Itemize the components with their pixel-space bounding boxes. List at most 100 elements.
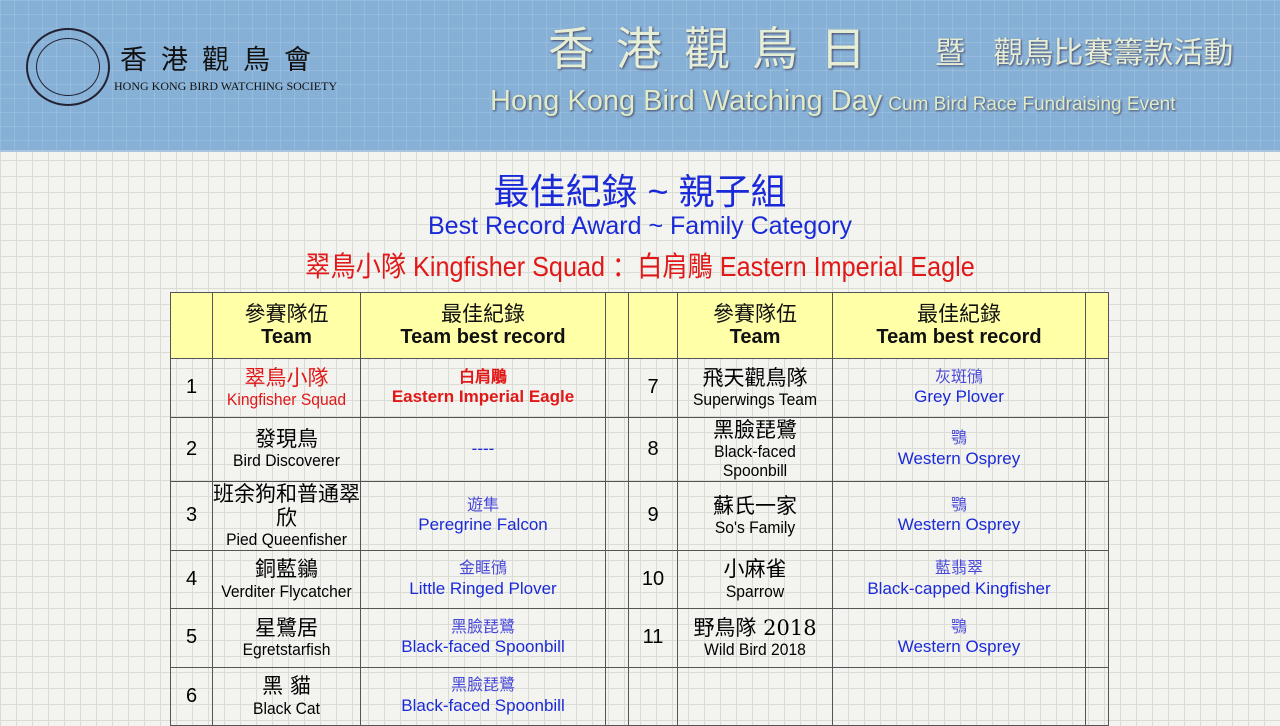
society-name-zh: 香港觀鳥會 [120,45,325,76]
winner-line: 翠鳥小隊 Kingfisher Squad ：白肩鵰 Eastern Imper… [305,251,975,282]
header-cell: 最佳紀錄 Team best record [832,292,1086,359]
award-title-zh: 最佳紀錄 ~ 親子組 [493,171,787,212]
header-team-en: Team [261,326,312,349]
record-en: Eastern Imperial Eagle [391,387,575,407]
record-zh: 黑臉琵鷺 [450,618,515,636]
record-en: Western Osprey [897,448,1021,468]
empty-cell [1085,358,1109,418]
header-banner: 香港觀鳥會 HONG KONG BIRD WATCHING SOCIETY 香港… [0,0,1280,152]
record-cell: 白肩鵰 Eastern Imperial Eagle [360,358,606,418]
record-en: Black-capped Kingfisher [867,578,1051,598]
header-cell: 參賽隊伍 Team [212,292,361,359]
empty-cell [1085,292,1109,359]
team-name-zh: 黑 貓 [262,674,311,699]
empty-cell [677,666,833,726]
empty-cell [605,666,629,726]
record-cell: 鶚 Western Osprey [832,608,1086,668]
empty-cell [605,292,629,359]
team-cell: 銅藍鶲 Verditer Flycatcher [212,549,361,610]
record-cell: 藍翡翠 Black-capped Kingfisher [832,549,1086,610]
event-title-zh: 香港觀鳥日 [548,23,888,75]
results-table: 參賽隊伍 Team 最佳紀錄 Team best record 參賽隊伍 Team 最佳紀錄… [170,292,1109,726]
team-name-zh: 翠鳥小隊 [244,365,329,390]
team-cell: 班余狗和普通翠欣 Pied Queenfisher [212,480,361,551]
team-number: 4 [170,549,213,610]
header-team-zh: 參賽隊伍 [244,301,329,326]
header-cell: 參賽隊伍 Team [677,292,833,359]
header-cell: 最佳紀錄 Team best record [360,292,606,359]
award-title-en: Best Record Award ~ Family Category [427,212,853,240]
team-name-en: Kingfisher Squad [226,390,347,410]
team-name-zh: 班余狗和普通翠欣 [213,481,360,530]
team-cell: 野鳥隊 2018 Wild Bird 2018 [677,608,833,668]
team-cell: 發現鳥 Bird Discoverer [212,416,361,482]
record-en: Grey Plover [914,387,1004,407]
team-name-zh: 銅藍鶲 [255,557,318,582]
header-row: 參賽隊伍 Team 最佳紀錄 Team best record 參賽隊伍 Team 最佳紀錄… [170,292,1109,359]
record-cell: 黑臉琵鷺 Black-faced Spoonbill [360,608,606,668]
record-en: Western Osprey [897,515,1021,535]
team-name-en: So's Family [714,517,796,537]
record-en: Western Osprey [897,637,1021,657]
empty-cell [628,292,678,359]
team-number: 7 [628,358,678,418]
team-cell: 黑 貓 Black Cat [212,666,361,726]
empty-cell [1085,608,1109,668]
team-name-zh: 小麻雀 [723,557,787,582]
team-cell: 黑臉琵鷺 Black-faced Spoonbill [677,416,833,482]
record-zh: 鶚 [950,430,967,448]
society-name-en: HONG KONG BIRD WATCHING SOCIETY [114,79,338,93]
team-name-en: Sparrow [725,581,785,601]
record-cell: 金眶鴴 Little Ringed Plover [360,549,606,610]
record-cell: ---- [360,416,606,482]
team-cell: 小麻雀 Sparrow [677,549,833,610]
team-name-zh: 蘇氏一家 [713,493,797,518]
empty-cell [832,666,1086,726]
team-number: 1 [170,358,213,418]
empty-cell [1085,549,1109,610]
record-cell: 遊隼 Peregrine Falcon [360,480,606,551]
header-record-en: Team best record [400,326,566,349]
record-zh: 鶚 [950,496,967,514]
table-row: 1 翠鳥小隊 Kingfisher Squad 白肩鵰 Eastern Imperial… [170,358,1109,418]
team-number: 9 [628,480,678,551]
team-cell: 蘇氏一家 So's Family [677,480,833,551]
team-name-en: Black-faced Spoonbill [714,441,796,481]
record-zh: 黑臉琵鷺 [450,677,515,695]
team-cell: 飛天觀鳥隊 Superwings Team [677,358,833,418]
empty-cell [605,480,629,551]
record-cell: 鶚 Western Osprey [832,416,1086,482]
empty-cell [170,292,213,359]
team-name-zh: 野鳥隊 2018 [693,615,817,640]
record-zh: 鶚 [950,618,967,636]
record-en: Little Ringed Plover [409,578,557,598]
table-row: 4 銅藍鶲 Verditer Flycatcher 金眶鴴 Little Ringed … [170,549,1109,610]
team-name-en: Pied Queenfisher [226,530,347,550]
record-zh: 藍翡翠 [934,560,983,578]
record-zh: 金眶鴴 [458,560,507,578]
header-team-zh: 參賽隊伍 [713,301,797,326]
record-en: ---- [471,439,495,459]
team-number: 6 [170,666,213,726]
team-number: 8 [628,416,678,482]
team-name-zh: 星鷺居 [255,615,318,640]
table-row: 2 發現鳥 Bird Discoverer ---- 8 黑臉琵鷺 Black-faced … [170,416,1109,482]
team-name-en: Egretstarfish [242,640,331,660]
record-zh: 灰斑鴴 [934,368,983,386]
team-name-zh: 發現鳥 [255,427,318,452]
empty-cell [605,549,629,610]
header-record-zh: 最佳紀錄 [441,301,525,326]
team-number: 5 [170,608,213,668]
team-number: 10 [628,549,678,610]
empty-cell [1085,480,1109,551]
event-title-en-main: Hong Kong Bird Watching Day [490,85,883,117]
empty-cell [628,666,678,726]
team-name-en: Black Cat [253,698,320,718]
table-row: 3 班余狗和普通翠欣 Pied Queenfisher 遊隼 Peregrine Fal… [170,480,1109,551]
header-record-zh: 最佳紀錄 [917,301,1001,326]
team-name-en: Bird Discoverer [233,451,340,471]
header-record-en: Team best record [876,326,1042,349]
team-name-en: Wild Bird 2018 [704,640,806,660]
team-number: 2 [170,416,213,482]
